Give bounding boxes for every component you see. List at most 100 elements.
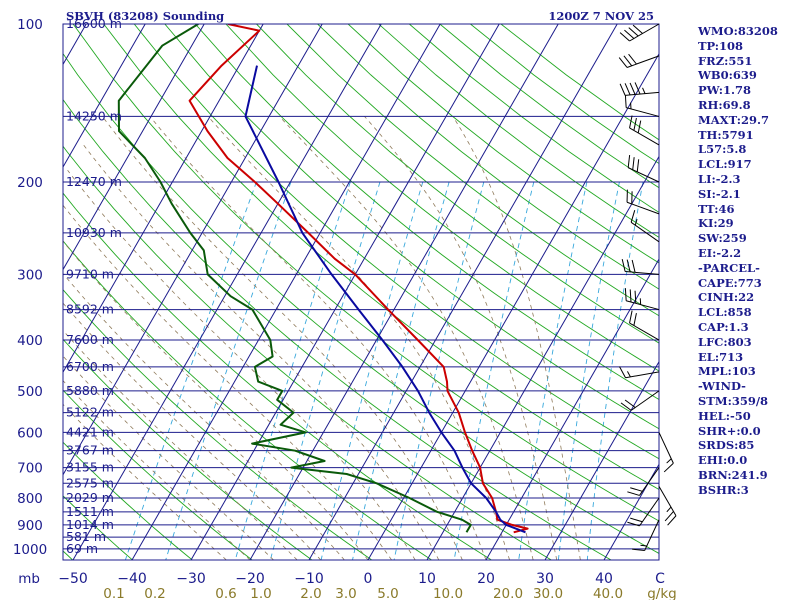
height-label: 2029 m	[66, 490, 114, 505]
wind-barb-staff	[629, 23, 660, 42]
wind-barb-staff	[658, 432, 674, 464]
temperature-tick-label: 0	[364, 571, 373, 587]
mixing-ratio-tick-label: 0.2	[144, 586, 165, 600]
dry-adiabat	[0, 24, 13, 560]
wind-barb	[630, 210, 660, 243]
stability-index: SI:-2.1	[698, 186, 741, 201]
wind-barb-full	[624, 288, 627, 301]
height-labels: 16600 m 14250 m 12470 m 10930 m 9710 m 8592 m…	[66, 16, 122, 556]
mixing-ratio-tick-label: 0.1	[103, 586, 124, 600]
mixing-ratio-axis: 0.1 0.2 0.6 1.0 2.0 3.0 5.0 10.0 20.0 30.0 40.0 g/k…	[103, 586, 677, 600]
mixing-ratio-tick-label: 2.0	[300, 586, 321, 600]
dry-adiabat	[63, 145, 552, 560]
wind-barb-full	[632, 24, 643, 34]
dry-adiabat	[63, 550, 73, 560]
wind-barb-full	[629, 310, 633, 324]
temperature-tick-label: −50	[58, 571, 88, 587]
wind-barb-full	[637, 120, 642, 134]
wind-barb-full	[624, 29, 635, 39]
wind-barb-staff	[639, 467, 660, 496]
wind-barb-staff	[627, 167, 660, 183]
wind-barb	[621, 259, 660, 275]
wind-barb-half	[626, 371, 631, 378]
dewpoint-line	[117, 24, 472, 533]
isotherm	[485, 258, 659, 560]
wind-barb	[624, 288, 660, 311]
temperature-tick-label: 30	[536, 571, 554, 587]
wind-barb-half	[634, 218, 638, 226]
temperature-tick-label: −20	[235, 571, 265, 587]
isotherm	[426, 155, 659, 560]
wind-barb-staff	[629, 127, 660, 146]
stability-index: TH:5791	[698, 127, 754, 142]
height-label: 8592 m	[66, 302, 114, 317]
dry-adiabat	[286, 24, 659, 317]
stability-index: PW:1.78	[698, 83, 752, 98]
wind-barb-full	[621, 259, 626, 272]
mixing-ratio-line	[557, 181, 620, 560]
dry-adiabat	[194, 24, 659, 401]
mixing-ratio-line	[393, 181, 485, 560]
dry-adiabat	[63, 441, 193, 560]
stability-index: RH:69.8	[698, 97, 751, 112]
stability-index: -WIND-	[698, 379, 746, 394]
wind-barb-full	[627, 521, 640, 527]
mixing-ratio-tick-label: 0.6	[215, 586, 236, 600]
stability-index: L57:5.8	[698, 142, 747, 157]
wind-barb	[627, 467, 660, 496]
height-label: 3767 m	[66, 443, 114, 458]
height-label: 4421 m	[66, 424, 114, 439]
wind-barb	[629, 115, 660, 146]
sounding-traces	[117, 24, 529, 534]
temperature-tick-label: 10	[418, 571, 436, 587]
mixing-ratio-tick-label: 40.0	[593, 586, 623, 600]
wind-barb-staff	[625, 371, 660, 379]
stability-index: WB0:639	[698, 68, 757, 83]
temperature-tick-label: −40	[117, 571, 147, 587]
temperature-tick-label: −30	[176, 571, 206, 587]
moist-adiabat	[67, 170, 416, 560]
stability-index: SHR+:0.0	[698, 423, 761, 438]
wind-barb	[629, 310, 660, 341]
wind-barb	[619, 366, 660, 379]
dry-adiabat	[63, 389, 253, 560]
plot-frame	[62, 23, 660, 561]
pressure-tick-label: 700	[17, 461, 43, 477]
mixing-ratio-tick-label: 30.0	[533, 586, 563, 600]
mixing-ratio-tick-label: 5.0	[377, 586, 398, 600]
wind-barb-full	[619, 32, 630, 42]
pressure-tick-label: 200	[17, 175, 43, 191]
wind-barb-staff	[625, 91, 660, 96]
wind-barb-full	[619, 83, 626, 96]
wind-barb-full	[634, 290, 637, 304]
isotherm	[131, 24, 441, 560]
stability-index: SW:259	[698, 231, 747, 246]
stability-index: TP:108	[698, 38, 744, 53]
mixing-ratio-line	[518, 181, 588, 560]
wind-barb	[626, 189, 660, 215]
height-label: 10930 m	[66, 225, 122, 240]
wind-barb-staff	[658, 486, 677, 517]
wind-barb-staff	[626, 201, 660, 215]
isotherm	[63, 24, 264, 374]
dry-adiabat	[63, 338, 313, 560]
pressure-tick-label: 900	[17, 518, 43, 534]
wind-barb	[627, 155, 660, 183]
height-label: 16600 m	[66, 16, 122, 31]
wind-barb-full	[619, 366, 626, 379]
wind-barb-full	[630, 487, 643, 492]
stability-index: LFC:803	[698, 334, 752, 349]
wind-barb	[632, 519, 660, 552]
wind-barb-full	[618, 57, 628, 68]
pressure-axis: 100 200 300 400 500 600 700 800 900 1000 mb	[13, 17, 47, 587]
wind-barb-full	[627, 155, 631, 168]
temperature-tick-label: 20	[477, 571, 495, 587]
stability-index: STM:359/8	[698, 393, 769, 408]
pressure-tick-label: 100	[17, 17, 43, 33]
dry-adiabat	[63, 240, 432, 560]
stability-index: HEL:-50	[698, 408, 751, 423]
height-label: 5122 m	[66, 405, 114, 420]
stability-index: LCL:858	[698, 305, 752, 320]
stability-index: MAXT:29.7	[698, 112, 769, 127]
stability-index: CAPE:773	[698, 275, 762, 290]
